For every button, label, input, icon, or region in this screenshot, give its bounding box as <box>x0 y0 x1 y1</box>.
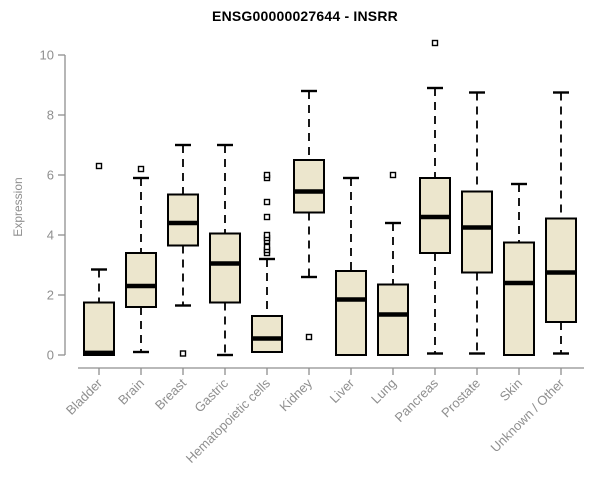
box-group-brain <box>125 165 157 354</box>
outlier-point <box>263 213 271 221</box>
x-tick-label: Breast <box>152 375 189 412</box>
iqr-box <box>335 270 367 356</box>
outlier-point <box>179 350 187 357</box>
y-tick-label: 0 <box>47 348 54 363</box>
x-tick-label: Skin <box>497 376 525 404</box>
box-group-liver <box>335 176 367 356</box>
x-tick-label: Gastric <box>191 375 231 415</box>
box-group-pancreas <box>419 39 451 355</box>
outlier-point <box>263 198 271 206</box>
box-group-bladder <box>83 162 115 356</box>
x-tick-label: Bladder <box>63 375 106 418</box>
iqr-box <box>251 315 283 353</box>
box-group-kidney <box>293 89 325 341</box>
outlier-point <box>263 231 271 239</box>
box-group-lung <box>377 171 409 356</box>
y-tick-label: 10 <box>40 48 54 63</box>
outlier-point <box>305 333 313 341</box>
outlier-point <box>95 162 103 170</box>
iqr-box <box>377 283 409 356</box>
box-group-skin <box>503 182 535 356</box>
x-tick-label: Brain <box>115 376 147 408</box>
box-group-unknown-other <box>545 91 577 355</box>
y-tick-label: 8 <box>47 108 54 123</box>
box-group-breast <box>167 143 199 357</box>
x-tick-label: Pancreas <box>392 375 442 425</box>
iqr-box <box>209 232 241 304</box>
y-tick-label: 2 <box>47 288 54 303</box>
chart-title: ENSG00000027644 - INSRR <box>212 8 398 24</box>
iqr-box <box>83 301 115 356</box>
outlier-point <box>389 171 397 179</box>
iqr-box <box>167 193 199 247</box>
y-axis: 0 2 4 6 8 10 <box>40 48 66 363</box>
iqr-box <box>125 252 157 308</box>
x-tick-label: Liver <box>327 375 358 406</box>
x-tick-label: Prostate <box>438 376 483 421</box>
y-tick-label: 6 <box>47 168 54 183</box>
x-tick-label: Kidney <box>276 375 315 414</box>
y-tick-label: 4 <box>47 228 54 243</box>
iqr-box <box>461 190 493 274</box>
box-group-hematopoietic-cells <box>251 171 283 353</box>
outlier-point <box>431 39 439 47</box>
box-group-gastric <box>209 143 241 357</box>
iqr-box <box>503 241 535 356</box>
x-tick-label: Lung <box>368 376 399 407</box>
iqr-box <box>293 159 325 214</box>
outlier-point <box>137 165 145 173</box>
outlier-point <box>263 171 271 179</box>
outlier-point <box>263 243 271 251</box>
x-tick-label: Unknown / Other <box>488 375 568 455</box>
box-group-prostate <box>461 91 493 355</box>
